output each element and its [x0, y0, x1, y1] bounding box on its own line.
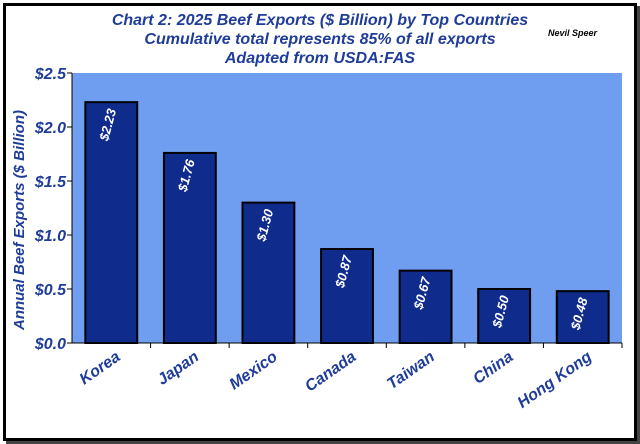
bar — [477, 288, 532, 344]
chart-title-line-1: Chart 2: 2025 Beef Exports ($ Billion) b… — [111, 12, 529, 29]
chart-title-line-3: Adapted from USDA:FAS — [224, 50, 416, 67]
y-tick-label: $0.5 — [34, 282, 67, 299]
bars-group: $2.23$1.76$1.30$0.87$0.67$0.50 $0.48 — [84, 101, 610, 345]
bar — [320, 248, 374, 344]
x-tick-label: Korea — [77, 348, 124, 388]
y-tick-label: $0.0 — [34, 336, 66, 353]
y-tick-label: $1.0 — [34, 228, 66, 245]
y-tick-label: $1.5 — [34, 174, 67, 191]
bar — [84, 101, 139, 344]
bar — [241, 201, 296, 344]
y-tick-label: $2.0 — [34, 120, 66, 137]
x-tick-label: Taiwan — [384, 348, 438, 393]
x-tick-label: Canada — [302, 348, 359, 395]
bar — [162, 151, 217, 344]
y-axis-label: Annual Beef Exports ($ Billion) — [11, 110, 28, 331]
x-tick-label: Mexico — [227, 348, 281, 393]
bar — [555, 290, 610, 345]
y-tick-label: $2.5 — [34, 66, 67, 83]
chart-title-line-2: Cumulative total represents 85% of all e… — [144, 31, 496, 48]
x-tick-label: China — [470, 348, 516, 387]
author-credit: Nevil Speer — [548, 28, 598, 38]
bar — [398, 269, 453, 345]
x-tick-label: Hong Kong — [515, 348, 596, 411]
x-tick-label: Japan — [155, 348, 203, 389]
